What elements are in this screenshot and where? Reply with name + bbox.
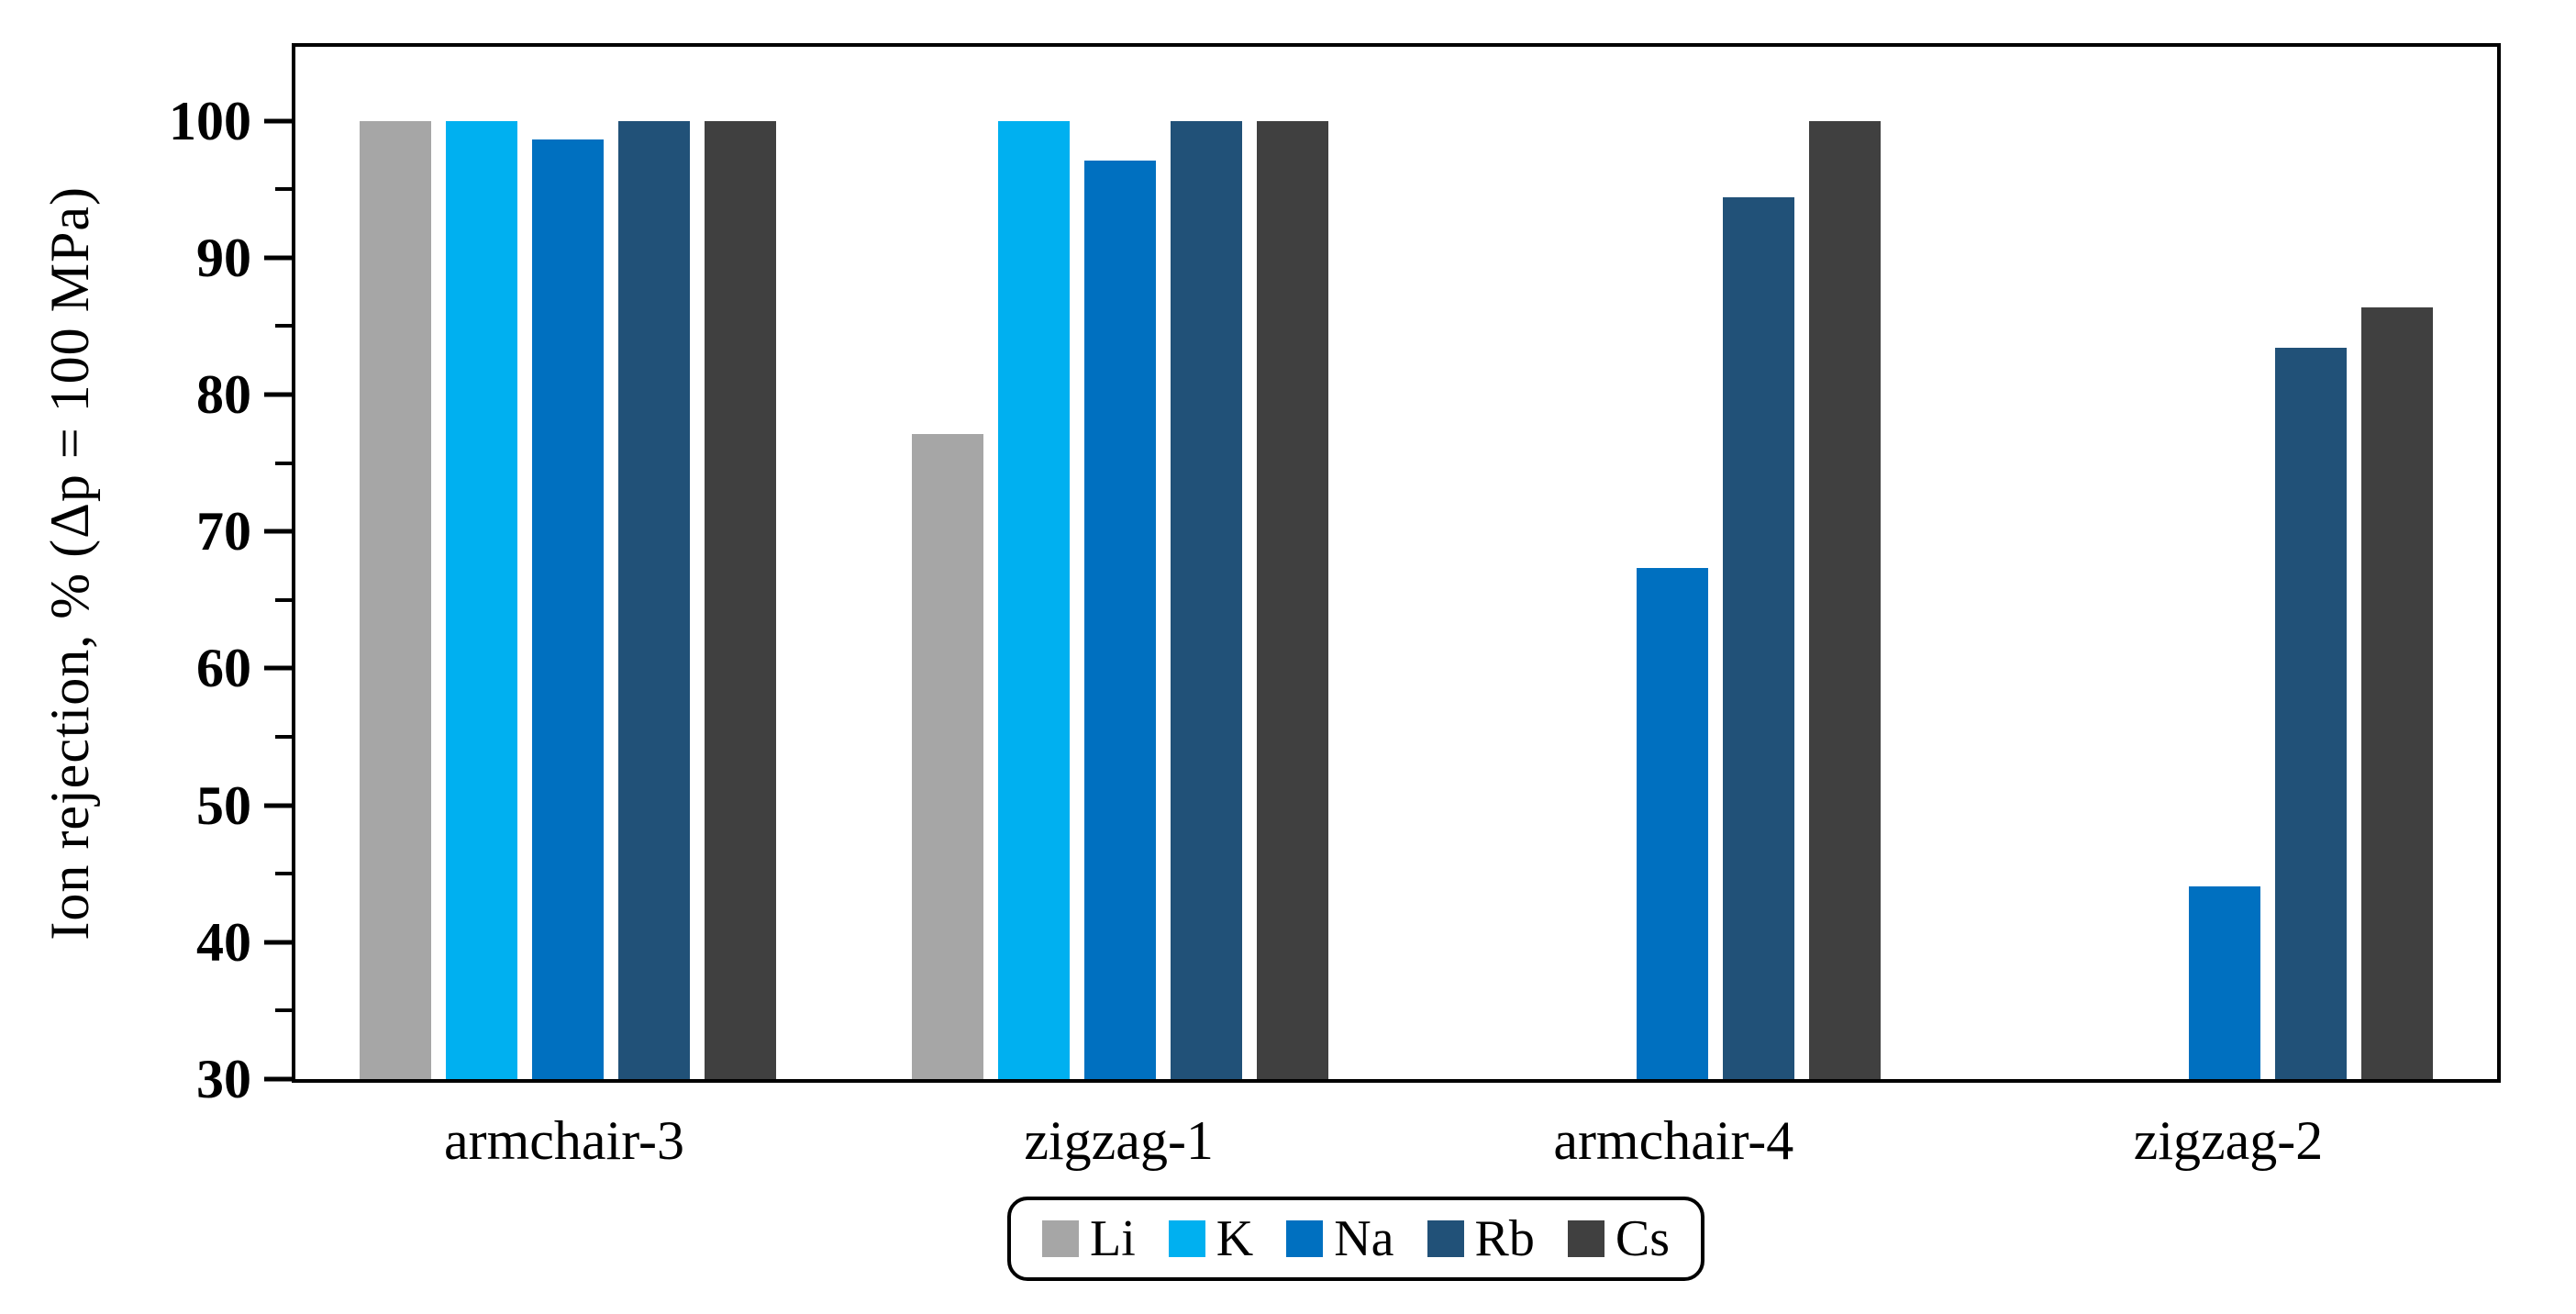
bar-rb-armchair-3	[618, 120, 690, 1079]
x-category-label: zigzag-2	[2133, 1110, 2324, 1171]
x-category-label: armchair-3	[444, 1110, 684, 1171]
bar-li-zigzag-1	[912, 434, 983, 1079]
bar-group-armchair-4	[1457, 47, 1888, 1079]
y-major-tick	[264, 940, 292, 945]
bar-slot	[611, 47, 697, 1079]
y-minor-tick	[275, 1008, 292, 1013]
y-minor-tick	[275, 187, 292, 192]
bar-cs-zigzag-1	[1257, 120, 1328, 1079]
bar-cs-zigzag-2	[2361, 306, 2433, 1079]
y-minor-tick	[275, 872, 292, 876]
bar-slot	[697, 47, 783, 1079]
y-major-tick	[264, 1076, 292, 1082]
y-tick-label: 40	[196, 911, 251, 973]
y-minor-tick	[275, 734, 292, 739]
bar-slot	[1077, 47, 1163, 1079]
y-major-tick	[264, 803, 292, 808]
y-major-tick	[264, 529, 292, 534]
bar-k-zigzag-1	[998, 120, 1070, 1079]
y-tick-label: 60	[196, 638, 251, 699]
legend-item-rb: Rb	[1427, 1213, 1535, 1264]
y-axis-title-text: Ion rejection, % (Δp = 100 MPa)	[39, 185, 100, 941]
bar-slot	[2182, 47, 2268, 1079]
bar-rb-zigzag-2	[2275, 348, 2347, 1079]
y-major-tick	[264, 665, 292, 671]
bar-k-armchair-3	[446, 120, 517, 1079]
plot-area: 30 40 50 60 70 80 90 100	[169, 43, 2501, 1107]
legend-label: Cs	[1615, 1210, 1671, 1267]
bar-slot	[1543, 47, 1629, 1079]
bar-slot	[2354, 47, 2440, 1079]
bar-slot	[1163, 47, 1249, 1079]
x-category-label: zigzag-1	[1024, 1110, 1214, 1171]
bar-slot	[439, 47, 525, 1079]
bar-rb-zigzag-1	[1171, 120, 1242, 1079]
bar-rb-armchair-4	[1723, 197, 1794, 1079]
bar-slot	[991, 47, 1077, 1079]
bar-group-zigzag-1	[905, 47, 1336, 1079]
y-major-tick	[264, 255, 292, 261]
legend-label: Li	[1090, 1210, 1136, 1267]
legend-swatch-na	[1286, 1220, 1324, 1257]
bar-slot	[1802, 47, 1888, 1079]
bar-slot	[1457, 47, 1543, 1079]
bar-slot	[352, 47, 439, 1079]
y-tick-label: 80	[196, 363, 251, 425]
y-major-tick	[264, 118, 292, 124]
legend-item-k: K	[1168, 1210, 1254, 1267]
legend-label: Rb	[1474, 1210, 1535, 1267]
legend-item-cs: Cs	[1567, 1210, 1671, 1267]
y-minor-tick	[275, 461, 292, 465]
bar-na-armchair-3	[532, 139, 604, 1079]
legend-swatch-cs	[1567, 1220, 1604, 1257]
bar-na-armchair-4	[1637, 568, 1708, 1079]
y-tick-label: 70	[196, 501, 251, 562]
bar-slot	[1629, 47, 1715, 1079]
bar-group-armchair-3	[352, 47, 783, 1079]
x-axis-category-labels: armchair-3 zigzag-1 armchair-4 zigzag-2	[292, 1110, 2501, 1171]
y-tick-label: 90	[196, 227, 251, 288]
bar-group-zigzag-2	[2009, 47, 2440, 1079]
x-category-label: armchair-4	[1553, 1110, 1794, 1171]
bar-groups	[295, 47, 2497, 1079]
legend-item-na: Na	[1286, 1210, 1394, 1267]
y-minor-tick	[275, 597, 292, 602]
bar-cs-armchair-3	[705, 120, 776, 1079]
y-minor-tick	[275, 324, 292, 328]
bar-slot	[525, 47, 611, 1079]
bar-cs-armchair-4	[1809, 120, 1881, 1079]
y-tick-label: 100	[169, 90, 251, 151]
bar-na-zigzag-2	[2189, 885, 2260, 1079]
legend-swatch-k	[1168, 1220, 1205, 1257]
bar-li-armchair-3	[360, 120, 431, 1079]
y-major-tick	[264, 392, 292, 397]
legend: Li K Na Rb Cs	[1007, 1197, 1705, 1281]
bar-slot	[905, 47, 991, 1079]
y-tick-label: 50	[196, 774, 251, 836]
bar-slot	[1715, 47, 1802, 1079]
legend-swatch-li	[1042, 1220, 1079, 1257]
y-tick-label: 30	[196, 1049, 251, 1109]
bar-slot	[1249, 47, 1336, 1079]
legend-label: Na	[1334, 1210, 1394, 1267]
bar-slot	[2095, 47, 2182, 1079]
legend-item-li: Li	[1042, 1213, 1136, 1264]
legend-swatch-rb	[1427, 1220, 1464, 1257]
y-axis-title: Ion rejection, % (Δp = 100 MPa)	[24, 43, 116, 1083]
bar-slot	[2268, 47, 2354, 1079]
bar-na-zigzag-1	[1084, 160, 1156, 1079]
legend-label: K	[1216, 1210, 1254, 1267]
bar-slot	[2009, 47, 2095, 1079]
